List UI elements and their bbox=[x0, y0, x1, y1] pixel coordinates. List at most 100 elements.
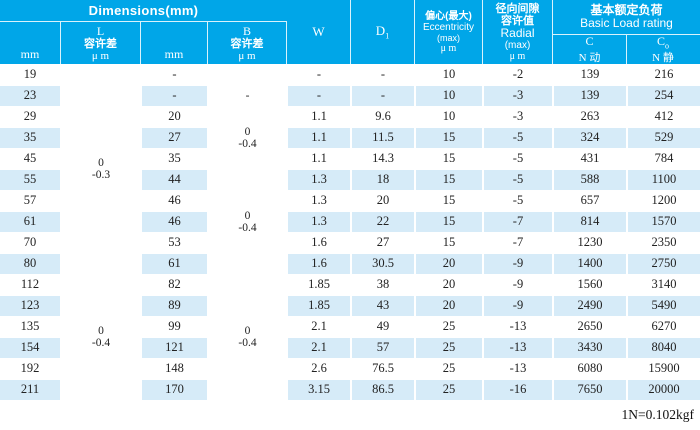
cell-l-mm: 29 bbox=[0, 106, 62, 128]
cell-c-dynamic: 7650 bbox=[553, 379, 628, 401]
cell-co-static: 20000 bbox=[627, 379, 700, 401]
cell-b-tolerance: - bbox=[208, 85, 288, 107]
cell-d1: 86.5 bbox=[351, 379, 416, 401]
cell-l-tolerance: 0 -0.4 bbox=[61, 273, 142, 401]
cell-l-mm: 135 bbox=[0, 316, 62, 338]
cell-co-static: 6270 bbox=[627, 316, 700, 338]
cell-c-dynamic: 1560 bbox=[553, 274, 628, 296]
header-group-basic-load: 基本额定负荷 Basic Load rating C N 动 Co N 静 bbox=[553, 0, 700, 64]
cell-eccentricity: 15 bbox=[415, 232, 484, 254]
cell-radial: -13 bbox=[483, 358, 554, 380]
b-letter-label: B bbox=[242, 23, 251, 38]
table-body: 19 0 -0.3- - -10 -2 139 216 23- - - -10 -3 139 254 29 2… bbox=[0, 64, 700, 401]
cell-w: 1.3 bbox=[287, 190, 352, 212]
cell-w: 1.1 bbox=[287, 127, 352, 149]
cell-b-tolerance: 0 -0.4 bbox=[208, 273, 288, 401]
header-radial: 径向间隙 容许值 Radial (max) μ m bbox=[483, 0, 553, 64]
cell-eccentricity: 15 bbox=[415, 169, 484, 191]
cell-eccentricity: 25 bbox=[415, 379, 484, 401]
cell-l-mm: 154 bbox=[0, 337, 62, 359]
cell-c-dynamic: 588 bbox=[553, 169, 628, 191]
eccentricity-en-label: Eccentricity bbox=[422, 21, 475, 33]
table-row: 23- - - -10 -3 139 254 bbox=[0, 85, 700, 107]
cell-b-mm: 170 bbox=[141, 379, 209, 401]
cell-l-mm: 57 bbox=[0, 190, 62, 212]
l-tolerance-cn-label: 容许差 bbox=[84, 37, 117, 50]
cell-c-dynamic: 657 bbox=[553, 190, 628, 212]
cell-d1: 43 bbox=[351, 295, 416, 317]
radial-unit-label: μ m bbox=[509, 50, 526, 62]
cell-eccentricity: 25 bbox=[415, 316, 484, 338]
cell-b-mm: 61 bbox=[141, 253, 209, 275]
w-label: W bbox=[312, 24, 325, 39]
cell-b-mm: 53 bbox=[141, 232, 209, 254]
cell-co-static: 15900 bbox=[627, 358, 700, 380]
cell-c-dynamic: 431 bbox=[553, 148, 628, 170]
cell-c-dynamic: 814 bbox=[553, 211, 628, 233]
table-row: 45 35 1.1 14.3 15 -5 431 784 bbox=[0, 148, 700, 170]
cell-radial: -13 bbox=[483, 316, 554, 338]
cell-b-mm: 44 bbox=[141, 169, 209, 191]
cell-b-mm: 35 bbox=[141, 148, 209, 170]
cell-d1: 11.5 bbox=[351, 127, 416, 149]
cell-radial: -5 bbox=[483, 169, 554, 191]
cell-radial: -9 bbox=[483, 274, 554, 296]
table-row: 19 0 -0.3- - -10 -2 139 216 bbox=[0, 64, 700, 275]
cell-d1: - bbox=[351, 85, 416, 107]
table-row: 154 121 2.1 57 25 -13 3430 8040 bbox=[0, 337, 700, 359]
cell-b-mm: 89 bbox=[141, 295, 209, 317]
cell-c-dynamic: 1400 bbox=[553, 253, 628, 275]
cell-l-mm: 80 bbox=[0, 253, 62, 275]
cell-b-mm: - bbox=[141, 64, 209, 86]
c-dynamic-label: C bbox=[585, 33, 594, 48]
cell-l-mm: 70 bbox=[0, 232, 62, 254]
cell-eccentricity: 15 bbox=[415, 211, 484, 233]
cell-eccentricity: 15 bbox=[415, 148, 484, 170]
table-row: 29 20 0 -0.4 1.1 9.6 10 -3 263 412 bbox=[0, 105, 700, 170]
cell-co-static: 412 bbox=[627, 106, 700, 128]
cell-radial: -5 bbox=[483, 127, 554, 149]
table-row: 123 89 1.85 43 20 -9 2490 5490 bbox=[0, 295, 700, 317]
cell-l-mm: 19 bbox=[0, 64, 62, 86]
cell-d1: - bbox=[351, 64, 416, 86]
table-row: 70 53 1.6 27 15 -7 1230 2350 bbox=[0, 232, 700, 254]
cell-b-mm: 121 bbox=[141, 337, 209, 359]
b-tolerance-unit-label: μ m bbox=[238, 49, 256, 62]
cell-l-mm: 123 bbox=[0, 295, 62, 317]
header-basic-load-subrow: C N 动 Co N 静 bbox=[553, 33, 700, 64]
eccentricity-cn-label: 偏心(最大) bbox=[425, 10, 472, 22]
cell-co-static: 529 bbox=[627, 127, 700, 149]
header-eccentricity: 偏心(最大) Eccentricity (max) μ m bbox=[415, 0, 483, 64]
cell-l-mm: 45 bbox=[0, 148, 62, 170]
l-letter-label: L bbox=[96, 23, 105, 38]
cell-radial: -2 bbox=[483, 64, 554, 86]
cell-eccentricity: 15 bbox=[415, 127, 484, 149]
cell-b-tolerance: 0 -0.4 bbox=[208, 105, 288, 170]
cell-l-mm: 211 bbox=[0, 379, 62, 401]
cell-radial: -3 bbox=[483, 106, 554, 128]
cell-eccentricity: 20 bbox=[415, 274, 484, 296]
radial-cn1-label: 径向间隙 bbox=[495, 2, 540, 15]
cell-w: 2.1 bbox=[287, 337, 352, 359]
cell-w: 2.1 bbox=[287, 316, 352, 338]
cell-c-dynamic: 263 bbox=[553, 106, 628, 128]
l-tolerance-unit-label: μ m bbox=[91, 49, 110, 62]
cell-b-mm: 148 bbox=[141, 358, 209, 380]
cell-radial: -5 bbox=[483, 190, 554, 212]
cell-b-mm: 46 bbox=[141, 211, 209, 233]
radial-max-label: (max) bbox=[504, 39, 531, 51]
b-unit-label: mm bbox=[164, 47, 184, 61]
cell-w: 1.6 bbox=[287, 232, 352, 254]
cell-co-static: 784 bbox=[627, 148, 700, 170]
d1-label: D1 bbox=[375, 23, 390, 41]
cell-c-dynamic: 139 bbox=[553, 64, 628, 86]
basic-load-cn-label: 基本额定负荷 bbox=[590, 2, 663, 17]
cell-eccentricity: 10 bbox=[415, 85, 484, 107]
cell-w: 1.1 bbox=[287, 106, 352, 128]
header-c-static: Co N 静 bbox=[627, 34, 699, 64]
table-header: Dimensions(mm) mm L 容许差 μ m mm B 容许差 μ m bbox=[0, 0, 700, 64]
table-row: 55 44 0 -0.4 1.3 18 15 -5 588 1100 bbox=[0, 168, 700, 275]
cell-c-dynamic: 324 bbox=[553, 127, 628, 149]
cell-l-mm: 23 bbox=[0, 85, 62, 107]
cell-w: - bbox=[287, 85, 352, 107]
